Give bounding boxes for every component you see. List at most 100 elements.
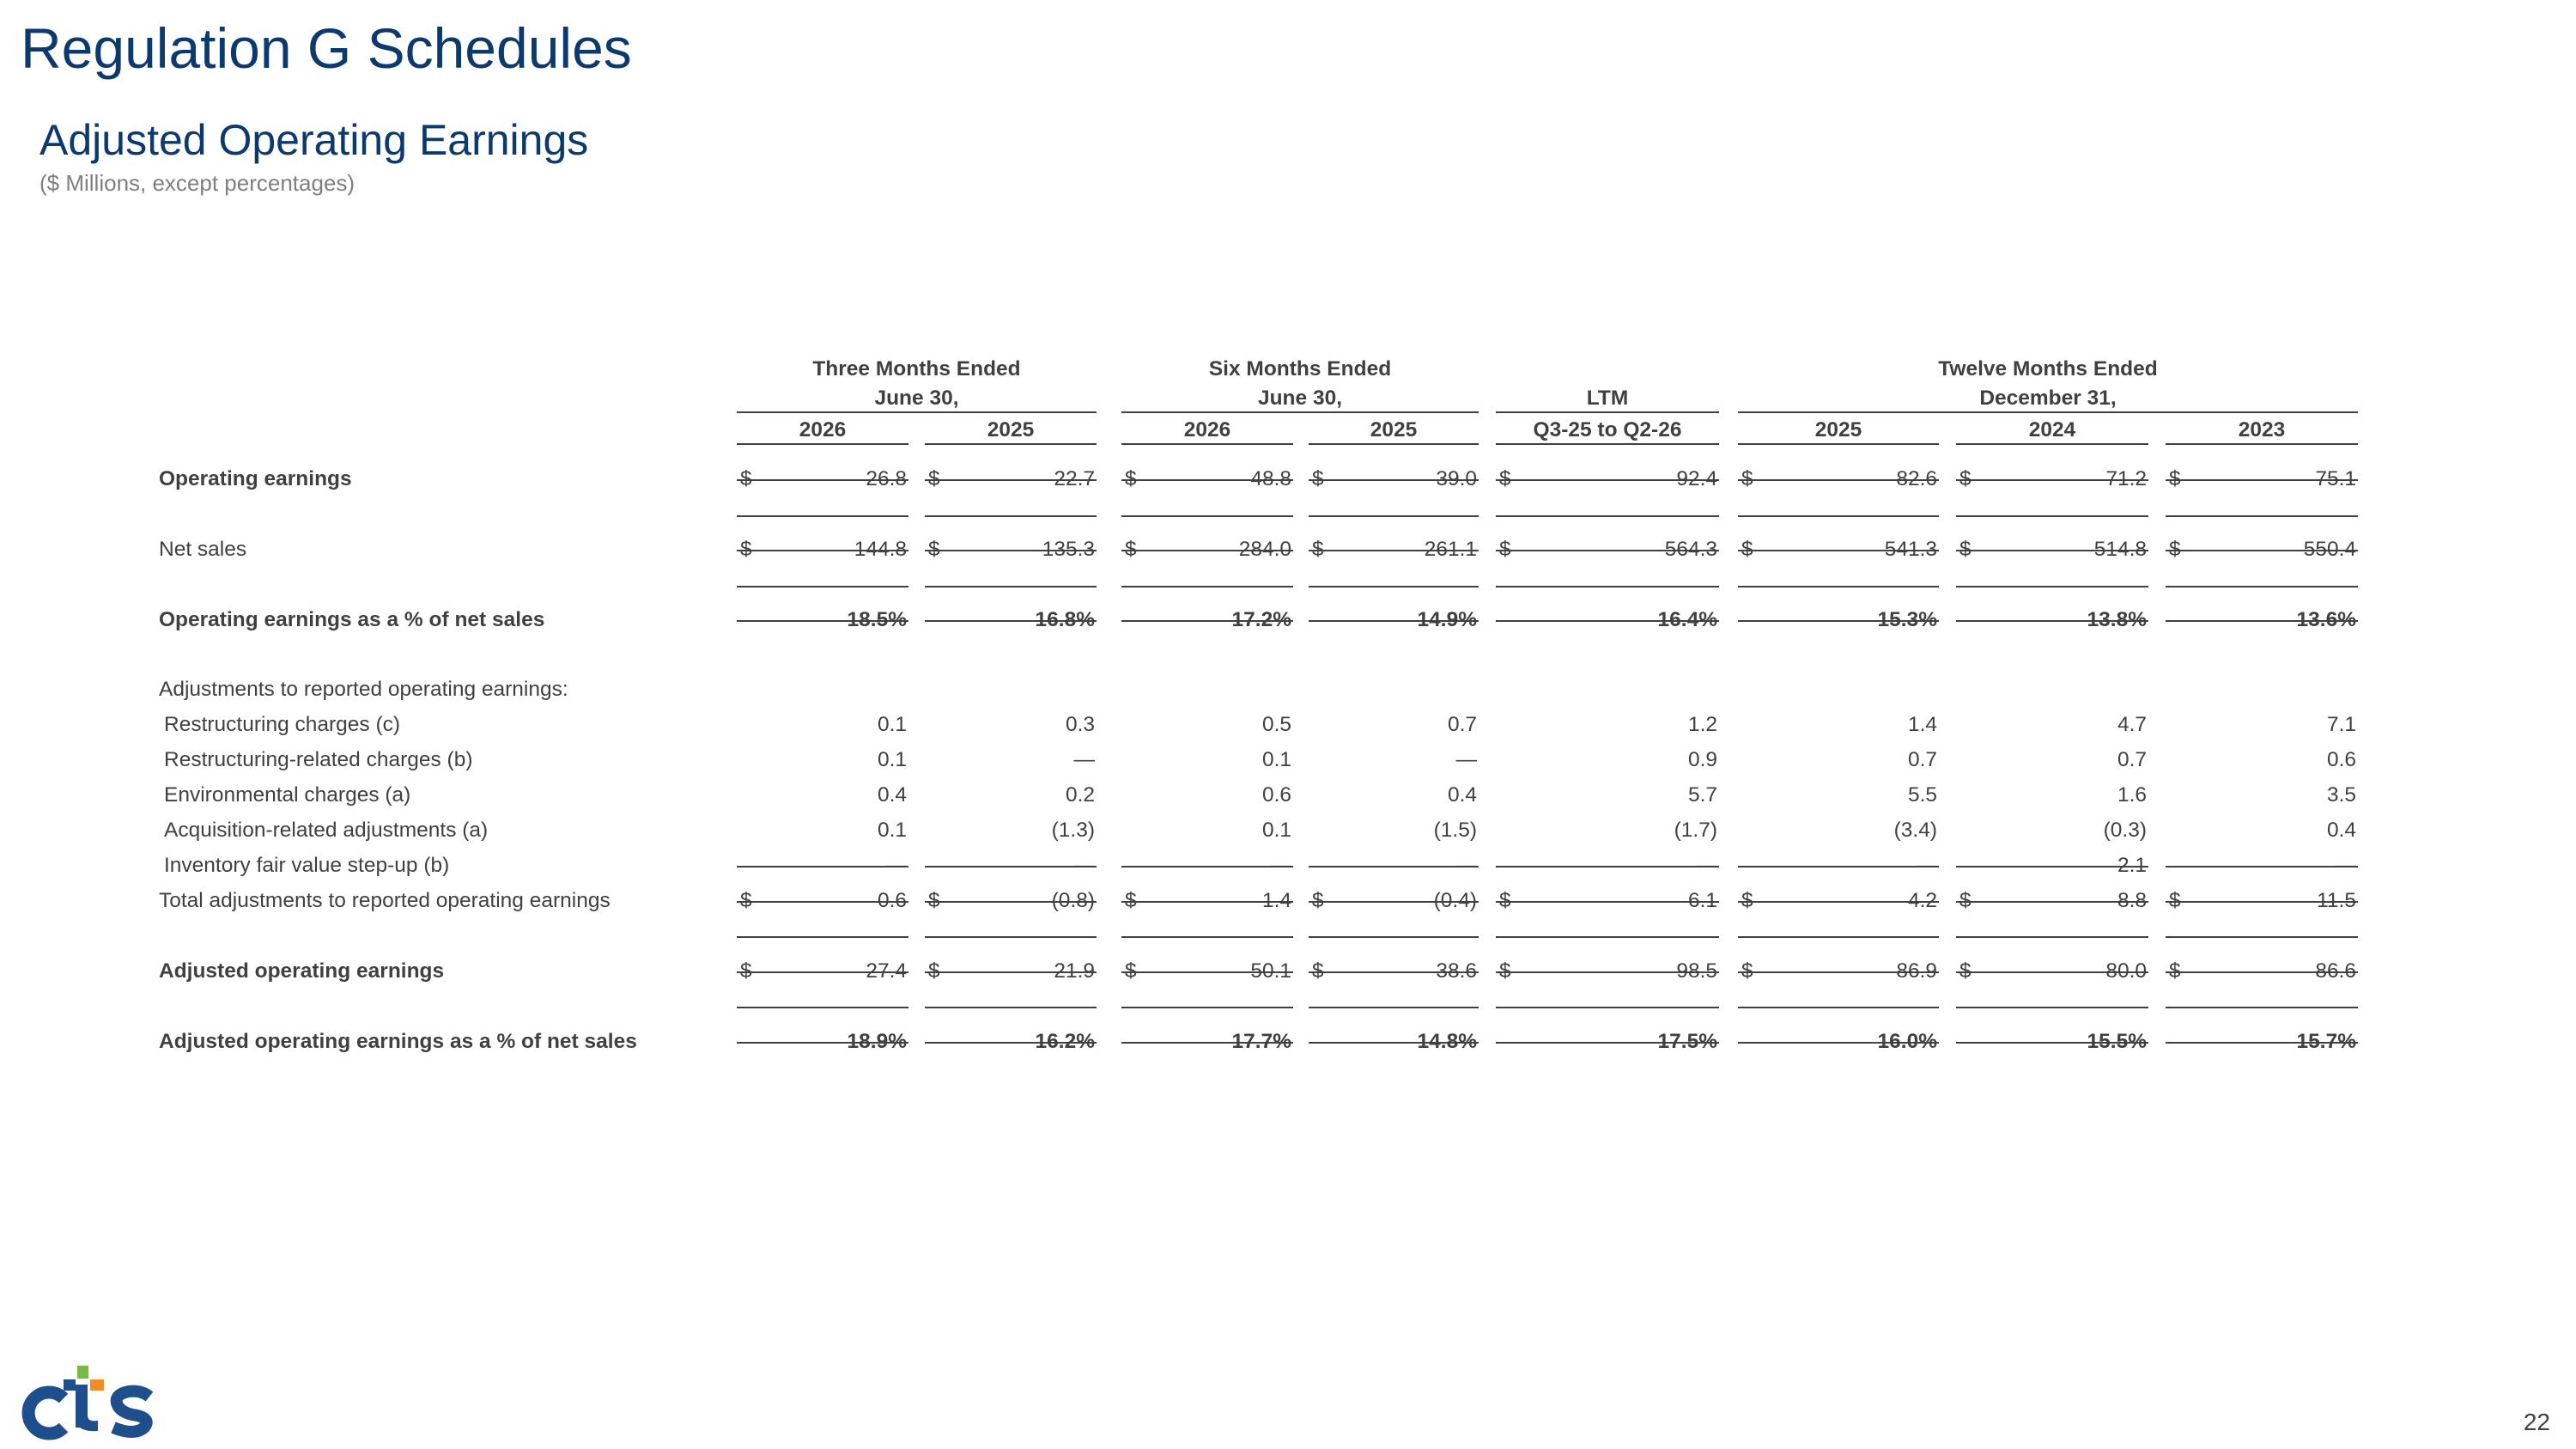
cell-value: 13.8% [2087,608,2147,631]
row-rule [2166,620,2358,622]
currency-symbol: $ [1959,537,1971,563]
column-header-rule [1956,443,2148,445]
cell-value: 18.9% [847,1030,907,1053]
cell-value: 27.4 [866,959,907,983]
cell-value: 261.1 [1424,538,1477,561]
row-label: Adjustments to reported operating earnin… [159,678,568,701]
row-rule [737,936,908,938]
row-rule [737,586,908,588]
column-header-rule [1309,443,1479,445]
row-rule [1496,901,1719,903]
currency-symbol: $ [1312,959,1324,984]
cell-value: 1.4 [1907,713,1937,736]
cell-value: 14.8% [1417,1030,1477,1053]
row-rule [1121,1042,1293,1044]
cell-value: 14.9% [1417,608,1477,631]
row-rule [925,550,1097,551]
cell-value: (1.3) [1051,819,1095,842]
financial-table: Three Months Ended June 30, Six Months End… [159,357,2358,1053]
cell-value: 0.1 [1261,748,1291,771]
cell-value: 86.6 [2315,959,2356,983]
row-rule [1738,515,1939,517]
cell-value: 541.3 [1884,538,1937,561]
row-rule [737,866,908,868]
group-header-line2: June 30, [874,387,959,410]
row-rule [1309,550,1479,551]
row-rule [1496,1007,1719,1008]
row-rule [737,1007,908,1008]
row-rule [2166,515,2358,517]
group-header-line1: Twelve Months Ended [1938,357,2158,381]
cell-value: 0.7 [1447,713,1477,736]
currency-symbol: $ [1499,537,1511,563]
group-header-line2: June 30, [1257,387,1343,410]
row-label: Inventory fair value step-up (b) [164,854,450,877]
section-subtitle: Adjusted Operating Earnings [39,116,589,164]
column-header: 2024 [2028,418,2076,441]
row-rule [1121,515,1293,517]
cell-value: — [1270,854,1292,877]
currency-symbol: $ [928,466,940,492]
row-rule [1956,1007,2148,1008]
column-header: 2026 [799,418,847,441]
row-label: Restructuring charges (c) [164,713,401,736]
row-rule [1956,586,2148,588]
cell-value: 15.7% [2296,1030,2356,1053]
cell-value: 86.9 [1896,959,1937,983]
row-rule [925,971,1097,973]
cell-value: 5.7 [1687,783,1717,807]
column-header: 2026 [1183,418,1231,441]
row-rule [737,479,908,481]
cell-value: (3.4) [1893,819,1937,842]
cell-value: 7.1 [2326,713,2356,736]
column-header-rule [2166,443,2358,445]
row-rule [1956,971,2148,973]
row-rule [925,620,1097,622]
cell-value: 0.7 [1907,748,1937,771]
currency-symbol: $ [1741,537,1753,563]
cell-value: 82.6 [1896,467,1937,490]
row-rule [925,515,1097,517]
column-header-rule [1496,443,1719,445]
group-header-line1: Six Months Ended [1208,357,1392,381]
row-rule [1309,515,1479,517]
row-rule [1956,479,2148,481]
cell-value: 75.1 [2315,467,2356,490]
row-rule [2166,479,2358,481]
units-note: ($ Millions, except percentages) [39,170,355,196]
row-rule [1496,620,1719,622]
cell-value: 0.1 [877,713,907,736]
currency-symbol: $ [2169,959,2181,984]
cell-value: 1.4 [1261,889,1291,912]
row-label: Adjusted operating earnings [159,959,445,983]
row-rule [925,1007,1097,1008]
currency-symbol: $ [928,537,940,563]
cell-value: — [1073,854,1096,877]
cell-value: 550.4 [2303,538,2356,561]
column-header: 2025 [987,418,1035,441]
cell-value: 50.1 [1250,959,1291,983]
column-header-rule [925,443,1097,445]
currency-symbol: $ [1312,466,1324,492]
row-rule [1738,620,1939,622]
cell-value: 15.5% [2087,1030,2147,1053]
cell-value: 6.1 [1687,889,1717,912]
row-rule [1309,479,1479,481]
row-rule [925,866,1097,868]
row-rule [1121,901,1293,903]
cell-value: 0.4 [877,783,907,807]
row-rule [925,936,1097,938]
currency-symbol: $ [1959,959,1971,984]
row-label: Operating earnings as a % of net sales [159,608,545,631]
cts-logo [21,1366,154,1440]
cell-value: 514.8 [2093,538,2147,561]
row-rule [1496,866,1719,868]
row-rule [925,479,1097,481]
cell-value: 0.5 [1261,713,1291,736]
cell-value: 11.5 [2317,889,2356,912]
group-header-line2: December 31, [1979,387,2117,410]
cell-value: (0.4) [1433,889,1477,912]
row-rule [1738,936,1939,938]
row-rule [1309,586,1479,588]
cell-value: 48.8 [1250,467,1291,490]
